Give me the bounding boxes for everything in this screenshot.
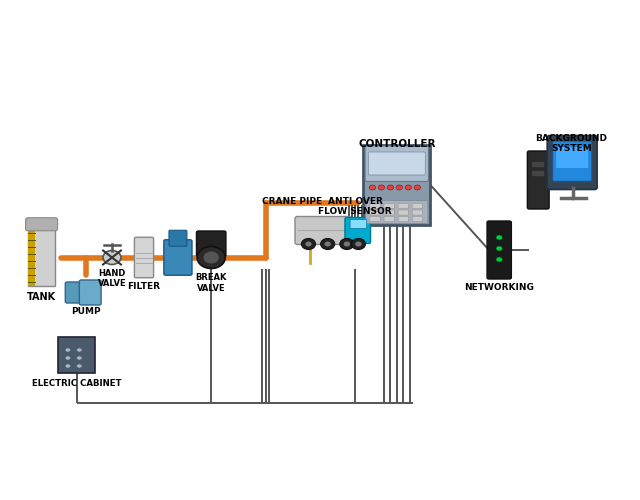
Circle shape [378,185,385,190]
Circle shape [340,238,354,250]
Circle shape [65,356,70,360]
Text: FILTER: FILTER [127,282,161,291]
FancyBboxPatch shape [350,220,367,228]
FancyBboxPatch shape [412,204,422,208]
FancyBboxPatch shape [65,282,83,303]
FancyBboxPatch shape [556,147,588,168]
FancyBboxPatch shape [370,210,380,215]
Text: TANK: TANK [27,292,56,302]
Circle shape [305,242,312,246]
FancyBboxPatch shape [345,218,371,244]
FancyBboxPatch shape [412,210,422,215]
Text: ANTI OVER
FLOW SENSOR: ANTI OVER FLOW SENSOR [318,196,392,216]
FancyBboxPatch shape [369,152,425,175]
FancyBboxPatch shape [79,280,101,305]
Circle shape [344,242,350,246]
FancyBboxPatch shape [384,204,394,208]
Circle shape [496,257,502,262]
Circle shape [301,238,316,250]
Circle shape [414,185,420,190]
Circle shape [65,348,70,352]
Bar [28,229,35,286]
FancyBboxPatch shape [196,231,226,256]
FancyBboxPatch shape [487,221,511,279]
FancyBboxPatch shape [398,204,408,208]
Circle shape [496,235,502,240]
FancyBboxPatch shape [134,238,154,278]
Circle shape [369,185,376,190]
Circle shape [197,246,225,268]
Circle shape [496,246,502,251]
FancyBboxPatch shape [169,230,187,246]
Circle shape [103,250,121,264]
FancyBboxPatch shape [58,337,95,373]
FancyBboxPatch shape [384,210,394,215]
FancyBboxPatch shape [370,216,380,222]
FancyBboxPatch shape [365,146,429,182]
FancyBboxPatch shape [532,162,545,168]
Text: PUMP: PUMP [72,308,101,316]
Circle shape [65,364,70,368]
FancyBboxPatch shape [295,216,351,244]
Circle shape [387,185,394,190]
FancyBboxPatch shape [553,142,591,181]
Text: NETWORKING: NETWORKING [464,282,534,292]
FancyBboxPatch shape [532,170,545,176]
Circle shape [355,242,362,246]
FancyBboxPatch shape [384,216,394,222]
FancyBboxPatch shape [26,218,58,231]
FancyBboxPatch shape [164,240,192,275]
Circle shape [321,238,335,250]
Text: ELECTRIC CABINET: ELECTRIC CABINET [32,379,122,388]
Text: CONTROLLER: CONTROLLER [358,139,436,149]
Circle shape [405,185,412,190]
FancyBboxPatch shape [398,210,408,215]
FancyBboxPatch shape [28,229,55,286]
FancyBboxPatch shape [364,145,430,225]
Text: HAND
VALVE: HAND VALVE [98,268,126,288]
Text: CRANE PIPE: CRANE PIPE [262,196,323,205]
Circle shape [351,238,365,250]
FancyBboxPatch shape [366,200,428,224]
Circle shape [77,364,82,368]
Circle shape [396,185,403,190]
Circle shape [77,348,82,352]
FancyBboxPatch shape [370,204,380,208]
Circle shape [324,242,331,246]
Text: BACKGROUND
SYSTEM: BACKGROUND SYSTEM [536,134,607,154]
FancyBboxPatch shape [412,216,422,222]
FancyBboxPatch shape [398,216,408,222]
FancyBboxPatch shape [547,136,597,190]
Circle shape [77,356,82,360]
Text: BREAK
VALVE: BREAK VALVE [195,274,227,293]
FancyBboxPatch shape [527,151,549,209]
Circle shape [204,252,219,264]
